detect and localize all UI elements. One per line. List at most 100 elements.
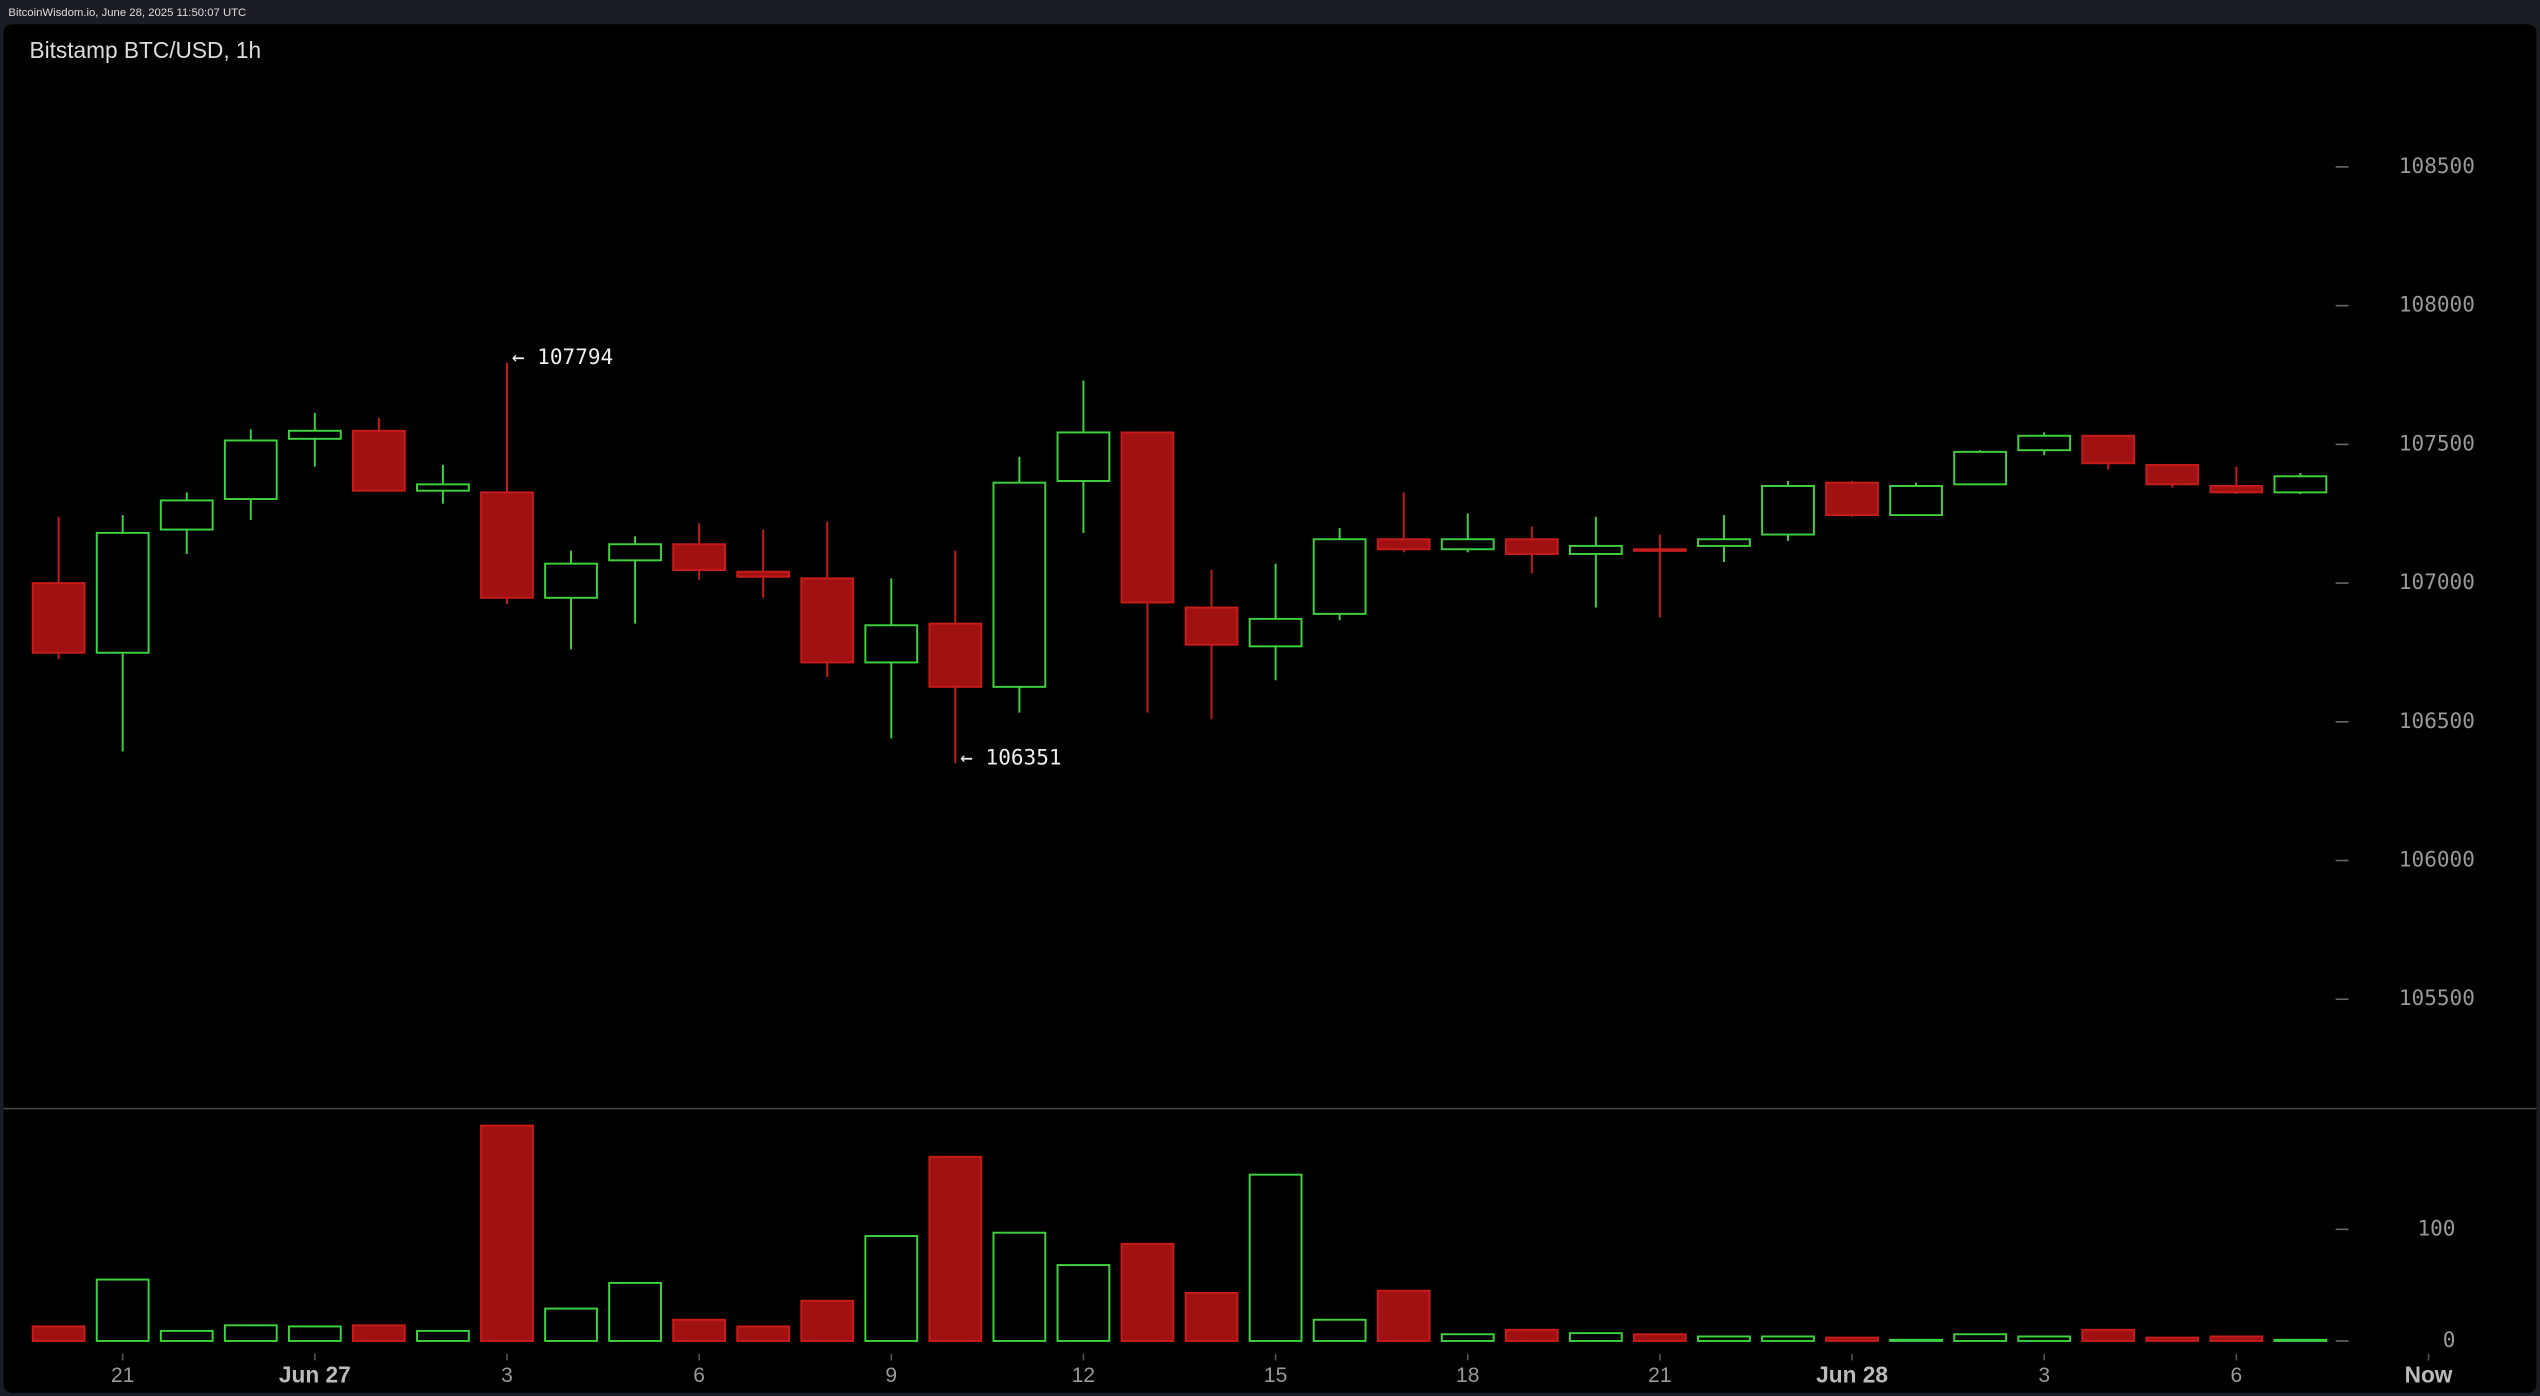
candle-body <box>1440 538 1495 551</box>
volume-bar <box>800 1299 855 1342</box>
volume-bar <box>1953 1333 2008 1342</box>
candle-body <box>928 622 983 688</box>
y-tick-label: 108500 <box>2399 153 2475 178</box>
candle-body <box>1953 450 2008 486</box>
candle-body <box>1056 431 1111 482</box>
volume-bar <box>1633 1333 1687 1342</box>
x-tick-label: 6 <box>2230 1364 2242 1387</box>
candle-body <box>95 531 150 654</box>
volume-bar <box>223 1324 278 1342</box>
candle-body <box>1889 485 1943 517</box>
volume-bar <box>672 1318 727 1342</box>
candle-body <box>1376 538 1431 551</box>
candle-body <box>864 624 919 664</box>
x-tick-label: 3 <box>2038 1364 2050 1387</box>
x-tick-label: 21 <box>1648 1364 1671 1387</box>
volume-bar <box>416 1329 470 1342</box>
volume-bar <box>287 1325 342 1342</box>
volume-bar <box>1889 1338 1943 1342</box>
volume-bar <box>159 1329 214 1342</box>
chart-title: Bitstamp BTC/USD, 1h <box>29 37 261 63</box>
volume-bar <box>2081 1328 2136 1342</box>
volume-bar <box>608 1281 662 1342</box>
annotation: ← 106351 <box>960 744 1061 769</box>
x-tick-label: 18 <box>1456 1364 1479 1387</box>
candle-body <box>351 429 406 492</box>
candle-body <box>1568 544 1623 555</box>
volume-bar <box>1312 1318 1367 1342</box>
x-tick-label: Jun 27 <box>279 1362 351 1388</box>
candle-body <box>992 481 1047 688</box>
candle-body <box>287 429 342 440</box>
y-tick-label: 107500 <box>2399 430 2475 455</box>
volume-bar <box>544 1307 598 1342</box>
volume-bar <box>1568 1332 1623 1342</box>
candle-body <box>1248 617 1303 648</box>
chart-panel <box>3 24 2537 1393</box>
y-tick-label: 105500 <box>2399 985 2475 1010</box>
y-tick-label: 106000 <box>2399 847 2475 872</box>
candle-body <box>1504 538 1559 555</box>
annotation: ← 107794 <box>512 344 613 369</box>
candle-body <box>1120 431 1175 604</box>
candle-body <box>1697 538 1751 547</box>
candle-body <box>1312 538 1367 615</box>
candle-body <box>416 483 470 492</box>
volume-bar <box>992 1231 1047 1342</box>
volume-bar <box>1376 1289 1431 1342</box>
candle-body <box>2081 434 2136 465</box>
candle-body <box>31 582 86 654</box>
y-tick-label: 107000 <box>2399 569 2475 594</box>
candle-body <box>2209 485 2264 494</box>
x-tick-label: 15 <box>1264 1364 1287 1387</box>
volume-tick-label: 100 <box>2417 1215 2455 1240</box>
candle-body <box>608 543 662 562</box>
y-tick-label: 106500 <box>2399 708 2475 733</box>
volume-bar <box>31 1325 86 1342</box>
candle-body <box>480 491 534 599</box>
volume-bar <box>1248 1173 1303 1342</box>
candle-body <box>672 543 727 572</box>
volume-bar <box>1761 1335 1815 1342</box>
volume-bar <box>2017 1335 2072 1342</box>
x-tick-label: Jun 28 <box>1816 1362 1888 1388</box>
volume-bar <box>1184 1291 1239 1342</box>
volume-bar <box>864 1235 919 1342</box>
candle-body <box>1761 485 1815 536</box>
candle-body <box>223 439 278 500</box>
candle-body <box>1825 481 1879 517</box>
volume-bar <box>1056 1264 1111 1342</box>
volume-bar <box>1120 1242 1175 1342</box>
volume-bar <box>95 1278 150 1342</box>
candle-body <box>736 570 791 578</box>
volume-bar <box>1825 1336 1879 1342</box>
x-tick-label: 21 <box>111 1364 134 1387</box>
candle-body <box>159 499 214 531</box>
candle-body <box>544 562 598 599</box>
volume-bar <box>736 1325 791 1342</box>
candle-body <box>1633 548 1687 552</box>
volume-bar <box>2273 1338 2328 1342</box>
y-tick-label: 108000 <box>2399 292 2475 317</box>
candle-body <box>1184 606 1239 646</box>
candle-body <box>2273 475 2328 494</box>
x-tick-label: 9 <box>885 1364 897 1387</box>
x-tick-label: 3 <box>501 1364 513 1387</box>
x-tick-label: 6 <box>693 1364 705 1387</box>
candle-body <box>2017 434 2072 452</box>
volume-bar <box>351 1324 406 1342</box>
volume-bar <box>1697 1335 1751 1342</box>
volume-bar <box>928 1155 983 1342</box>
x-tick-label: Now <box>2405 1362 2453 1388</box>
x-tick-label: 12 <box>1072 1364 1095 1387</box>
volume-bar <box>480 1124 534 1342</box>
candle-body <box>2145 463 2200 486</box>
volume-bar <box>1440 1333 1495 1342</box>
candle-body <box>800 577 855 664</box>
header: BitcoinWisdom.io, June 28, 2025 11:50:07… <box>8 7 246 19</box>
volume-bar <box>2209 1335 2264 1342</box>
volume-tick-label: 0 <box>2443 1327 2456 1352</box>
volume-bar <box>2145 1336 2200 1342</box>
